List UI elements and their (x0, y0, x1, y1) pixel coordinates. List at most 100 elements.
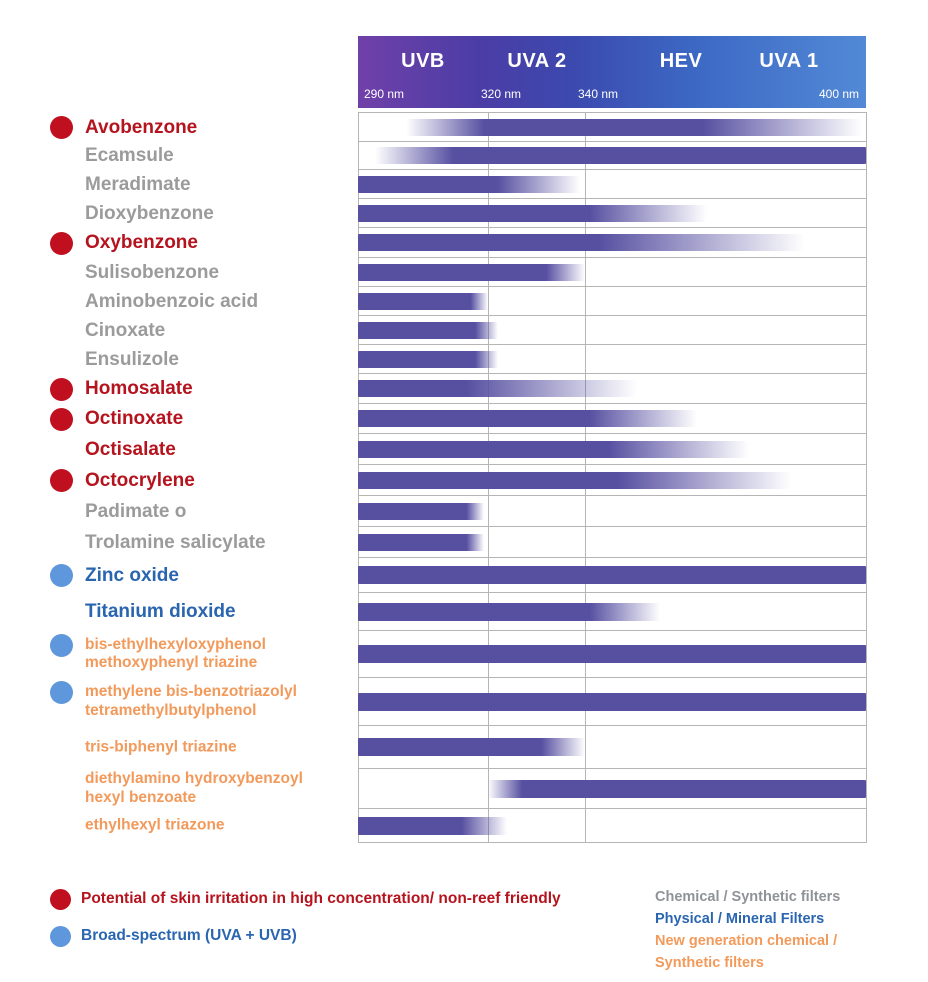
coverage-cell (358, 170, 867, 199)
ingredient-label: Sulisobenzone (85, 261, 220, 283)
coverage-cell (358, 228, 867, 258)
blue-dot-icon (50, 634, 73, 657)
coverage-bar (358, 410, 697, 427)
ingredient-label: Octinoxate (85, 408, 184, 430)
coverage-bar (358, 693, 866, 711)
ingredient-label-cell: diethylamino hydroxybenzoyl hexyl benzoa… (0, 769, 358, 809)
ingredient-label-cell: Cinoxate (0, 316, 358, 345)
coverage-bar (488, 780, 866, 798)
grid-top-line (358, 112, 867, 113)
ingredient-label: Aminobenzoic acid (85, 290, 259, 312)
band-label-uvb: UVB (401, 50, 445, 72)
blue-dot-icon (50, 564, 73, 587)
axis-tick-label: 290 nm (364, 87, 405, 101)
blue-dot-icon (50, 681, 73, 704)
ingredient-label-cell: Octisalate (0, 434, 358, 465)
red-dot-icon (50, 378, 73, 401)
ingredient-label-cell: tris-biphenyl triazine (0, 726, 358, 769)
coverage-bar (406, 119, 862, 136)
coverage-cell (358, 809, 867, 843)
ingredient-label-cell: Zinc oxide (0, 558, 358, 593)
chart-row: Meradimate (0, 170, 928, 199)
coverage-bar (358, 293, 488, 310)
ingredient-label-cell: Dioxybenzone (0, 199, 358, 228)
ingredient-label-cell: Avobenzone (0, 113, 358, 142)
ingredient-label-cell: Ecamsule (0, 142, 358, 170)
ingredient-label-cell: Meradimate (0, 170, 358, 199)
ingredient-label-cell: Trolamine salicylate (0, 527, 358, 558)
coverage-bar (358, 351, 498, 368)
coverage-bar (358, 205, 707, 222)
ingredient-label-cell: Aminobenzoic acid (0, 287, 358, 316)
ingredient-label-cell: bis-ethylhexyloxyphenol methoxyphenyl tr… (0, 631, 358, 678)
ingredient-label: Trolamine salicylate (85, 531, 266, 553)
ingredient-label-cell: Sulisobenzone (0, 258, 358, 287)
band-label-uva2: UVA 2 (507, 50, 567, 72)
legend-chemical-filters: Chemical / Synthetic filters (655, 889, 841, 905)
ingredient-label-cell: Octinoxate (0, 404, 358, 434)
coverage-cell (358, 404, 867, 434)
red-dot-icon (50, 469, 73, 492)
ingredient-label-cell: Titanium dioxide (0, 593, 358, 631)
chart-row: Cinoxate (0, 316, 928, 345)
chart-row: Trolamine salicylate (0, 527, 928, 558)
legend-new-generation-filters: New generation chemical / Synthetic filt… (655, 933, 838, 971)
coverage-bar (358, 645, 866, 663)
coverage-cell (358, 142, 867, 170)
coverage-cell (358, 258, 867, 287)
ingredient-label-cell: Padimate o (0, 496, 358, 527)
ingredient-label: Dioxybenzone (85, 202, 214, 224)
red-dot-icon (50, 408, 73, 431)
coverage-cell (358, 678, 867, 726)
chart-row: tris-biphenyl triazine (0, 726, 928, 769)
coverage-bar (358, 234, 805, 251)
chart-row: Titanium dioxide (0, 593, 928, 631)
red-dot-icon (50, 232, 73, 255)
coverage-cell (358, 527, 867, 558)
chart-row: Octinoxate (0, 404, 928, 434)
ingredient-label: ethylhexyl triazone (85, 816, 225, 834)
chart-row: methylene bis-benzotriazolyl tetramethyl… (0, 678, 928, 726)
coverage-cell (358, 631, 867, 678)
coverage-cell (358, 345, 867, 374)
coverage-bar (358, 738, 585, 756)
coverage-bar (375, 147, 866, 164)
chart-row: Oxybenzone (0, 228, 928, 258)
coverage-bar (358, 503, 484, 520)
chart-rows: Avobenzone Ecamsule Meradimate Dioxybenzone… (0, 113, 928, 843)
coverage-bar (358, 472, 791, 489)
ingredient-label: Homosalate (85, 378, 193, 400)
chart-row: Ensulizole (0, 345, 928, 374)
legend-item-label: Broad-spectrum (UVA + UVB) (81, 927, 297, 944)
coverage-bar (358, 380, 637, 397)
coverage-cell (358, 434, 867, 465)
ingredient-label: tris-biphenyl triazine (85, 738, 237, 756)
coverage-cell (358, 465, 867, 496)
axis-tick-label: 340 nm (578, 87, 619, 101)
ingredient-label-cell: Oxybenzone (0, 228, 358, 258)
legend-item-label: Potential of skin irritation in high con… (81, 890, 561, 907)
ingredient-label-cell: Homosalate (0, 374, 358, 404)
ingredient-label: diethylamino hydroxybenzoyl hexyl benzoa… (85, 770, 303, 806)
chart-row: Aminobenzoic acid (0, 287, 928, 316)
ingredient-label: Oxybenzone (85, 232, 198, 254)
ingredient-label: Avobenzone (85, 116, 198, 138)
coverage-cell (358, 113, 867, 142)
chart-row: Ecamsule (0, 142, 928, 170)
chart-row: Sulisobenzone (0, 258, 928, 287)
ingredient-label: Ensulizole (85, 348, 179, 370)
ingredient-label: Octocrylene (85, 469, 195, 491)
gridline-400nm (866, 113, 867, 843)
blue-dot-icon (50, 926, 71, 947)
coverage-bar (358, 534, 484, 551)
coverage-bar (358, 322, 498, 339)
ingredient-label: Octisalate (85, 438, 176, 460)
filter-type-legend: Chemical / Synthetic filters Physical / … (655, 886, 840, 974)
ingredient-label: Meradimate (85, 173, 191, 195)
axis-tick-label: 400 nm (818, 87, 859, 101)
coverage-bar (358, 176, 580, 193)
ingredient-label: Zinc oxide (85, 564, 179, 586)
chart-row: Octocrylene (0, 465, 928, 496)
red-dot-icon (50, 889, 71, 910)
